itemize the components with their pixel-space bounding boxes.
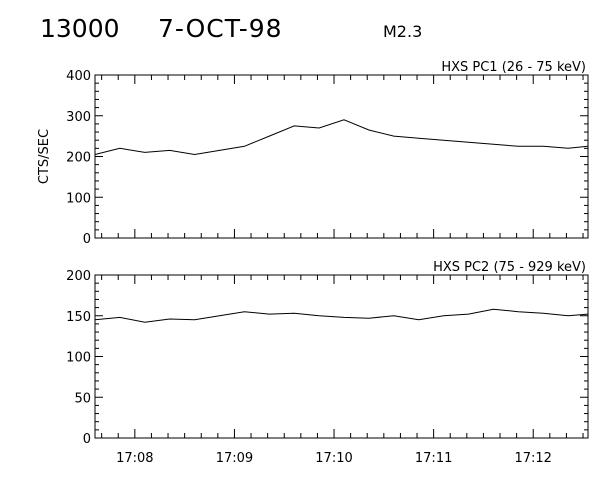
y-axis-label: CTS/SEC (37, 129, 52, 184)
plot-frame (94, 274, 589, 439)
pc1-panel: 0 100 200 300 400 HXS PC1 (26 - 75 keV) CTS/SE… (37, 60, 589, 247)
y-tick-label: 200 (66, 151, 91, 166)
y-tick-label: 100 (66, 351, 91, 366)
y-tick-label: 100 (66, 191, 91, 206)
y-tick-label: 50 (74, 391, 91, 406)
y-tick-label: 300 (66, 110, 91, 125)
event-id: 13000 (40, 14, 120, 43)
pc2-panel: 0 50 100 150 200 17:08 17:09 17:10 17:11 17:12 HXS… (66, 260, 589, 466)
plot-frame (94, 74, 589, 239)
y-tick-label: 400 (66, 69, 91, 84)
series-line (94, 119, 589, 156)
y-tick-label: 0 (83, 232, 91, 247)
series-line (94, 308, 589, 323)
x-tick-label: 17:11 (415, 451, 452, 466)
y-tick-label: 0 (83, 432, 91, 447)
x-tick-label: 17:09 (216, 451, 253, 466)
x-tick-label: 17:08 (116, 451, 153, 466)
event-date: 7-OCT-98 (158, 14, 283, 43)
y-tick-label: 200 (66, 269, 91, 284)
flare-class: M2.3 (383, 22, 423, 41)
panel-title: HXS PC1 (26 - 75 keV) (441, 60, 586, 75)
panel-title: HXS PC2 (75 - 929 keV) (433, 260, 586, 275)
x-tick-label: 17:10 (315, 451, 352, 466)
y-tick-label: 150 (66, 310, 91, 325)
x-tick-label: 17:12 (514, 451, 551, 466)
